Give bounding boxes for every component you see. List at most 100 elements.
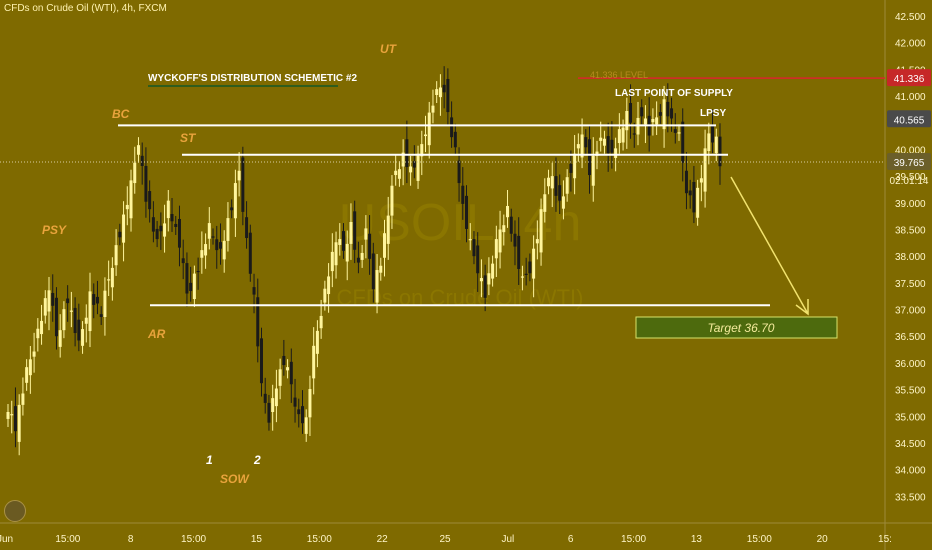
candle-body [547,177,551,187]
candle-body [688,190,692,196]
candle-body [21,393,25,405]
candle-body [103,290,107,318]
candle-body [256,297,260,347]
candle-body [129,180,133,219]
candle-body [696,187,700,218]
candle-body [409,166,413,173]
candle-body [651,119,655,123]
candle-body [99,314,103,318]
candle-body [371,253,375,290]
candle-body [397,169,401,179]
candle-body [595,151,599,156]
label-st: ST [180,131,197,145]
candle-body [36,328,40,339]
candle-body [558,185,562,201]
chart-title-annotation: WYCKOFF'S DISTRIBUTION SCHEMETIC #2 [148,73,357,84]
candle-body [379,265,383,273]
candle-body [412,161,416,168]
candle-body [189,282,193,292]
candle-body [43,298,47,316]
y-tick-label: 35.500 [895,386,926,397]
candle-body [580,134,584,158]
candle-body [498,229,502,253]
candle-body [692,181,696,213]
x-tick-label: 25 [439,534,451,545]
candle-body [576,144,580,149]
candle-body [655,117,659,125]
candle-body [405,139,409,168]
candle-body [438,87,442,98]
candle-body [450,117,454,138]
candle-body [684,170,688,194]
candle-body [215,239,219,251]
candle-body [207,223,211,239]
y-tick-label: 38.500 [895,225,926,236]
countdown-timer: 02:01:14 [890,176,929,187]
candle-body [334,242,338,266]
candle-body [304,417,308,434]
candle-body [166,200,170,219]
candle-body [353,211,357,250]
label-psy: PSY [42,223,67,237]
candle-body [483,275,487,298]
candle-body [386,215,390,244]
candle-body [375,270,379,303]
candle-body [327,276,331,295]
candle-body [670,108,674,119]
x-tick-label: Jun [0,534,13,545]
candle-body [468,239,472,241]
candle-body [118,231,122,238]
candle-body [110,267,114,288]
candle-body [66,298,70,304]
candle-body [561,196,565,209]
y-tick-label: 34.000 [895,466,926,477]
candle-body [241,157,245,212]
candle-body [293,397,297,407]
candle-body [125,204,129,210]
candle-body [282,355,286,366]
price-tag-last-bg [887,152,931,170]
x-tick-label: 15:00 [621,534,646,545]
label-resistance-note: 41.336 LEVEL [590,70,648,80]
candle-body [144,165,148,202]
candle-body [13,406,17,432]
candle-body [446,78,450,113]
candle-body [330,251,334,272]
candle-body [274,388,278,407]
candle-body [394,170,398,176]
candle-body [159,225,163,232]
y-tick-label: 40.000 [895,145,926,156]
candle-body [718,136,722,167]
candle-body [267,402,271,423]
x-tick-label: 13 [691,534,703,545]
candle-body [476,245,480,274]
candle-body [77,319,81,341]
candle-body [40,320,44,335]
candle-body [494,239,498,259]
candle-body [610,139,614,153]
candle-body [25,367,29,383]
candle-body [416,153,420,181]
candle-body [259,338,263,384]
candle-body [155,228,159,240]
candle-body [662,99,666,130]
candle-body [714,136,718,154]
candle-body [520,276,524,278]
label-bc: BC [112,107,130,121]
symbol-header: CFDs on Crude Oil (WTI), 4h, FXCM [4,3,167,14]
label-last-point-of-supply: LAST POINT OF SUPPLY [615,88,733,99]
candle-body [431,105,435,113]
candle-body [163,223,167,237]
y-tick-label: 38.000 [895,252,926,263]
candle-body [606,136,610,154]
candle-body [289,361,293,385]
candle-body [297,409,301,415]
candle-body [487,273,491,285]
tradingview-logo[interactable] [4,500,26,522]
candle-body [681,121,685,163]
candle-body [185,263,189,294]
candle-body [6,411,10,419]
candle-body [528,261,532,274]
